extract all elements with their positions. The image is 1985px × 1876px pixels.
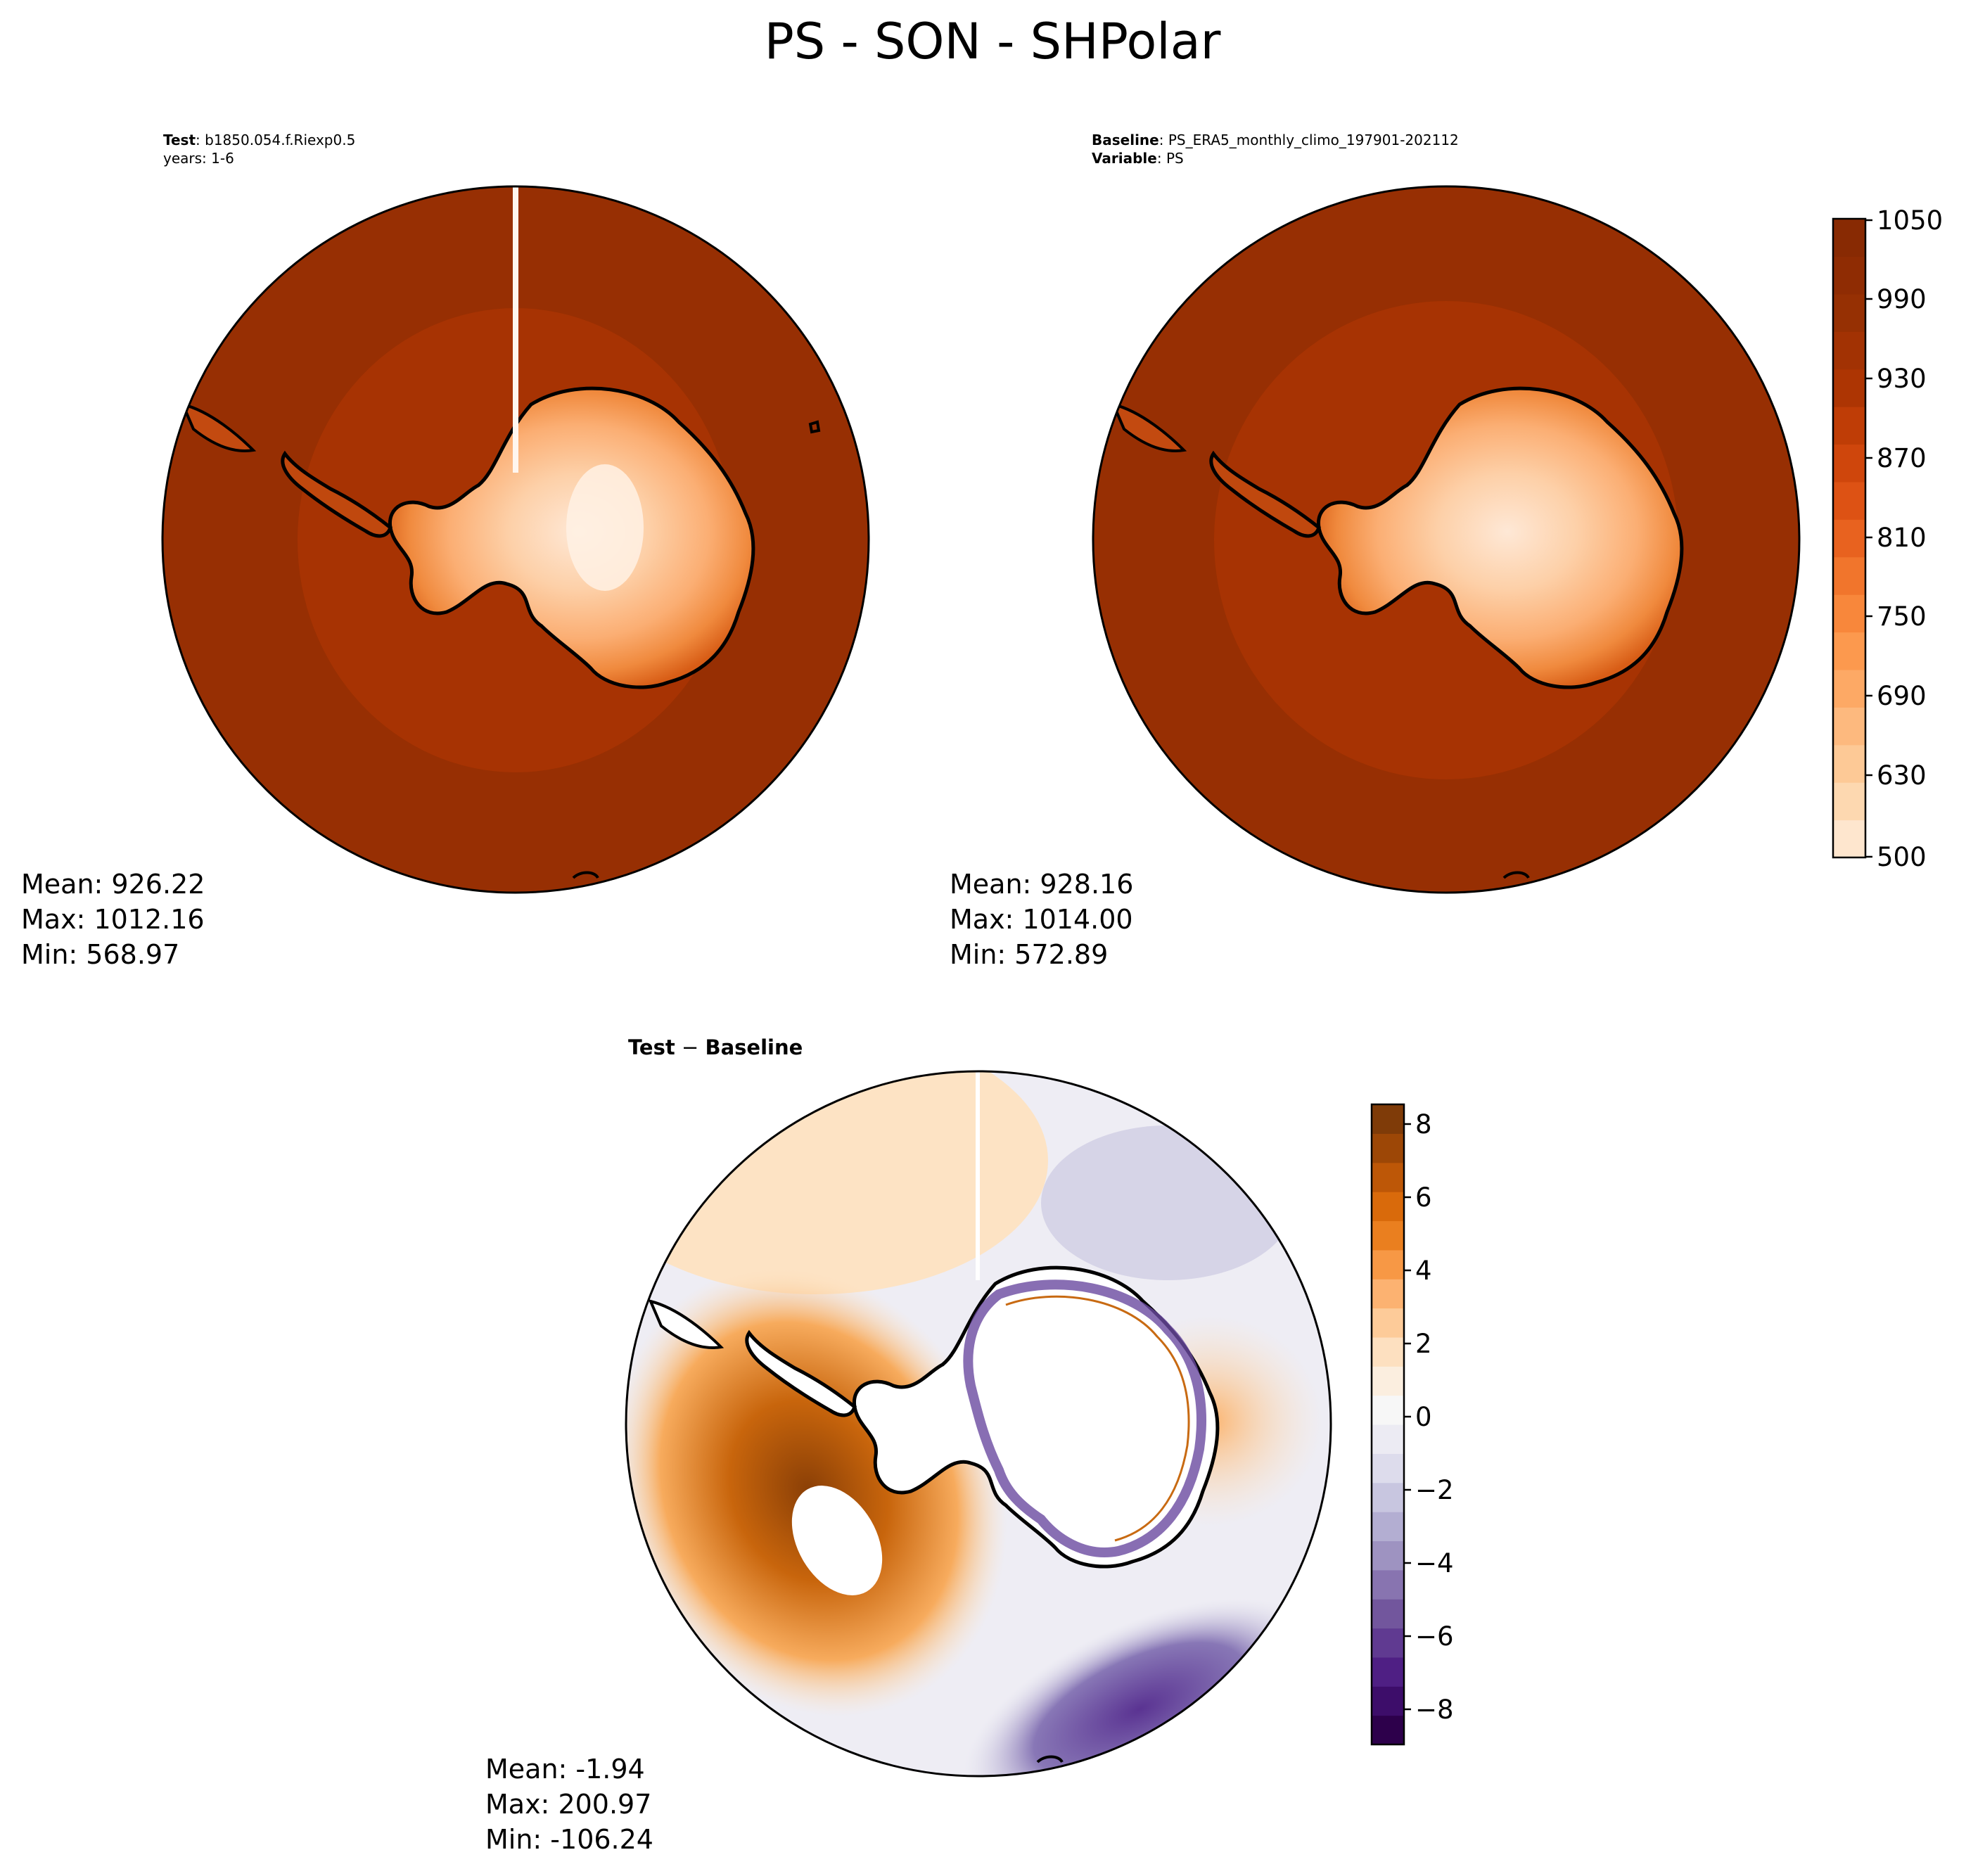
test-label: Test bbox=[163, 132, 196, 148]
negative-anomaly bbox=[964, 1598, 1315, 1776]
test-mean: Mean: 926.22 bbox=[21, 869, 205, 900]
baseline-mean: Mean: 928.16 bbox=[950, 869, 1134, 900]
test-min: Min: 568.97 bbox=[21, 939, 180, 970]
colorbar-diff-swatch bbox=[1372, 1482, 1404, 1512]
baseline-label: Baseline bbox=[1092, 132, 1159, 148]
colorbar-main-swatch bbox=[1833, 556, 1865, 595]
colorbar-main-swatch bbox=[1833, 782, 1865, 821]
map-boundary bbox=[1092, 185, 1801, 894]
colorbar-main-swatch bbox=[1833, 481, 1865, 520]
colorbar-diff-tick-label: −4 bbox=[1415, 1548, 1454, 1578]
diff-mean: Mean: -1.94 bbox=[485, 1754, 645, 1785]
south-america-tip bbox=[180, 402, 257, 452]
colorbar-diff-tick-label: −6 bbox=[1415, 1621, 1454, 1652]
baseline-stats: Mean: 928.16 Max: 1014.00 Min: 572.89 bbox=[950, 867, 1133, 972]
colorbar-diff-tick-label: 0 bbox=[1415, 1402, 1432, 1432]
test-map bbox=[161, 185, 870, 894]
figure-title: PS - SON - SHPolar bbox=[764, 13, 1221, 70]
variable-label: Variable bbox=[1092, 150, 1157, 167]
colorbar-diff-swatch bbox=[1372, 1453, 1404, 1483]
colorbar-main-swatch bbox=[1833, 669, 1865, 708]
colorbar-main-swatch bbox=[1833, 293, 1865, 332]
colorbar-diff-swatch bbox=[1372, 1192, 1404, 1222]
colorbar-main: 1050 990 930 870 810 750 690 630 500 bbox=[1832, 205, 1943, 872]
colorbar-main-tick-label: 690 bbox=[1877, 681, 1927, 711]
colorbar-main-swatch bbox=[1833, 444, 1865, 483]
colorbar-diff-swatch bbox=[1372, 1395, 1404, 1425]
baseline-max: Max: 1014.00 bbox=[950, 904, 1133, 935]
colorbar-diff-swatch bbox=[1372, 1628, 1404, 1658]
missing-data-strip bbox=[976, 1071, 980, 1280]
colorbar-diff-swatch bbox=[1372, 1657, 1404, 1687]
colorbar-main-swatch bbox=[1833, 519, 1865, 558]
map-boundary bbox=[625, 1070, 1332, 1778]
colorbar-main-swatch bbox=[1833, 256, 1865, 295]
colorbar-main-tick-label: 810 bbox=[1877, 523, 1927, 553]
colorbar-diff-swatch bbox=[1372, 1279, 1404, 1309]
colorbar-main-swatch bbox=[1833, 819, 1865, 858]
colorbar-main-swatch bbox=[1833, 219, 1865, 257]
colorbar-main-tick-label: 630 bbox=[1877, 760, 1927, 791]
colorbar-diff-swatch bbox=[1372, 1220, 1404, 1251]
colorbar-diff-swatch bbox=[1372, 1249, 1404, 1280]
colorbar-main-swatch bbox=[1833, 594, 1865, 633]
colorbar-main-tick-label: 930 bbox=[1877, 364, 1927, 394]
baseline-panel-header: Baseline: PS_ERA5_monthly_climo_197901-2… bbox=[1092, 132, 1459, 167]
missing-data-strip bbox=[513, 186, 518, 473]
colorbar-diff-tick-label: 6 bbox=[1415, 1182, 1432, 1213]
colorbar-main-swatch bbox=[1833, 331, 1865, 370]
south-america-tip bbox=[1111, 402, 1187, 452]
diff-map bbox=[625, 1070, 1332, 1778]
diff-min: Min: -106.24 bbox=[485, 1824, 653, 1855]
colorbar-diff-swatch bbox=[1372, 1686, 1404, 1716]
colorbar-main-swatch bbox=[1833, 632, 1865, 670]
colorbar-main-swatch bbox=[1833, 744, 1865, 783]
colorbar-diff-frame bbox=[1370, 1103, 1405, 1746]
map-boundary bbox=[161, 185, 870, 894]
colorbar-diff: 8 6 4 2 0 −2 −4 −6 −8 bbox=[1370, 1103, 1454, 1746]
colorbar-main-swatch bbox=[1833, 369, 1865, 407]
diff-stats: Mean: -1.94 Max: 200.97 Min: -106.24 bbox=[485, 1751, 653, 1857]
colorbar-main-swatch bbox=[1833, 707, 1865, 746]
test-stats: Mean: 926.22 Max: 1012.16 Min: 568.97 bbox=[21, 867, 205, 972]
colorbar-main-tick-label: 1050 bbox=[1877, 205, 1943, 236]
test-panel-header: Test: b1850.054.f.Riexp0.5 years: 1-6 bbox=[163, 132, 356, 167]
diff-max: Max: 200.97 bbox=[485, 1789, 652, 1820]
colorbar-main-tick-label: 500 bbox=[1877, 842, 1927, 872]
colorbar-diff-tick-label: 4 bbox=[1415, 1256, 1432, 1286]
colorbar-main-tick-label: 990 bbox=[1877, 284, 1927, 314]
antarctica-landmass bbox=[283, 388, 753, 687]
colorbar-diff-swatch bbox=[1372, 1162, 1404, 1192]
colorbar-main-tick-label: 870 bbox=[1877, 443, 1927, 473]
colorbar-diff-swatch bbox=[1372, 1133, 1404, 1163]
baseline-map bbox=[1092, 185, 1801, 894]
test-years: years: 1-6 bbox=[163, 150, 234, 167]
diff-panel-title: Test − Baseline bbox=[628, 1035, 803, 1059]
colorbar-diff-tick-label: −2 bbox=[1415, 1475, 1454, 1505]
colorbar-diff-swatch bbox=[1372, 1366, 1404, 1396]
variable-name: PS bbox=[1166, 150, 1184, 167]
colorbar-main-tick-label: 750 bbox=[1877, 601, 1927, 632]
colorbar-diff-tick-label: −8 bbox=[1415, 1695, 1454, 1725]
colorbar-diff-swatch bbox=[1372, 1336, 1404, 1367]
baseline-min: Min: 572.89 bbox=[950, 939, 1109, 970]
colorbar-diff-swatch bbox=[1372, 1569, 1404, 1600]
antarctica-landmass bbox=[747, 1268, 1218, 1566]
colorbar-main-swatch bbox=[1833, 407, 1865, 445]
colorbar-diff-swatch bbox=[1372, 1715, 1404, 1745]
test-max: Max: 1012.16 bbox=[21, 904, 205, 935]
south-america-tip bbox=[648, 1299, 725, 1349]
baseline-case-name: PS_ERA5_monthly_climo_197901-202112 bbox=[1168, 132, 1459, 148]
test-case-name: b1850.054.f.Riexp0.5 bbox=[205, 132, 356, 148]
colorbar-diff-swatch bbox=[1372, 1512, 1404, 1542]
colorbar-diff-tick-label: 2 bbox=[1415, 1329, 1432, 1359]
colorbar-diff-tick-label: 8 bbox=[1415, 1109, 1432, 1140]
colorbar-diff-swatch bbox=[1372, 1599, 1404, 1629]
colorbar-diff-swatch bbox=[1372, 1424, 1404, 1454]
colorbar-diff-swatch bbox=[1372, 1104, 1404, 1134]
colorbar-diff-swatch bbox=[1372, 1308, 1404, 1338]
colorbar-diff-swatch bbox=[1372, 1540, 1404, 1571]
